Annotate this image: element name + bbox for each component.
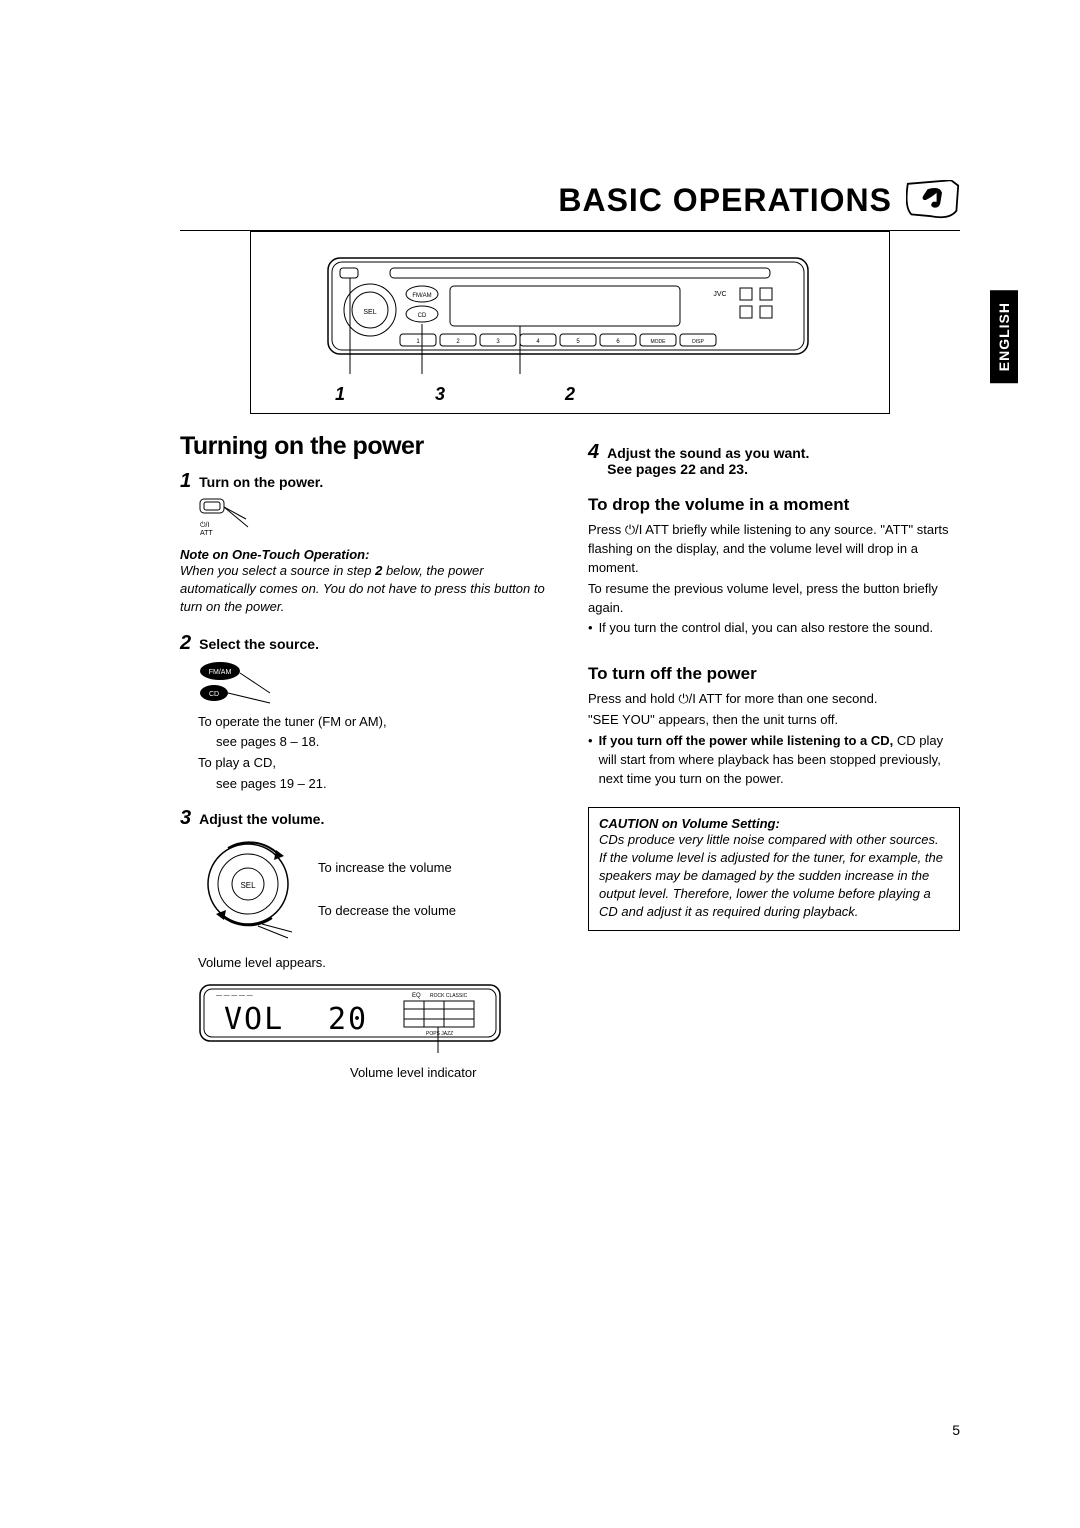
svg-text:⏻/I: ⏻/I xyxy=(200,521,209,529)
svg-text:CD: CD xyxy=(418,313,427,319)
svg-text:POPS JAZZ: POPS JAZZ xyxy=(426,1031,453,1037)
svg-text:SEL: SEL xyxy=(363,309,376,316)
volume-indicator-label: Volume level indicator xyxy=(180,1064,552,1083)
turn-off-p2: "SEE YOU" appears, then the unit turns o… xyxy=(588,711,960,730)
drop-volume-p1: Press ⏻/I ATT briefly while listening to… xyxy=(588,521,960,578)
svg-text:5: 5 xyxy=(576,339,580,345)
page-number: 5 xyxy=(952,1422,960,1438)
svg-text:6: 6 xyxy=(616,339,620,345)
step-label-4: Adjust the sound as you want. See pages … xyxy=(607,442,809,477)
callout-1: 1 xyxy=(335,384,345,405)
tuner-ref-pages: see pages 8 – 18. xyxy=(180,733,552,752)
step-number-4: 4 xyxy=(588,442,599,462)
note-body-onetouch: When you select a source in step 2 below… xyxy=(180,562,552,617)
svg-text:VOL: VOL xyxy=(224,1002,284,1037)
svg-text:MODE: MODE xyxy=(651,339,667,345)
increase-volume-label: To increase the volume xyxy=(318,860,456,875)
language-tab: ENGLISH xyxy=(990,290,1018,383)
step-number-2: 2 xyxy=(180,633,191,653)
svg-text:20: 20 xyxy=(328,1002,368,1037)
subheading-drop-volume: To drop the volume in a moment xyxy=(588,495,960,515)
svg-text:— — — — —: — — — — — xyxy=(216,993,253,999)
section-heading-power: Turning on the power xyxy=(180,432,552,461)
drop-volume-p2: To resume the previous volume level, pre… xyxy=(588,580,960,618)
volume-dial-icon: SEL xyxy=(198,834,308,944)
svg-text:FM/AM: FM/AM xyxy=(412,293,431,299)
caution-heading: CAUTION on Volume Setting: xyxy=(599,816,949,831)
drop-volume-bullet: •If you turn the control dial, you can a… xyxy=(588,619,960,638)
svg-text:EQ: EQ xyxy=(412,993,421,999)
right-column: 4 Adjust the sound as you want. See page… xyxy=(588,432,960,1085)
svg-text:SEL: SEL xyxy=(240,881,256,890)
page-title: BASIC OPERATIONS xyxy=(558,182,892,219)
svg-text:DISP: DISP xyxy=(692,339,704,345)
turn-off-p1: Press and hold ⏻/I ATT for more than one… xyxy=(588,690,960,709)
music-note-badge-icon xyxy=(906,180,960,220)
step-label-2: Select the source. xyxy=(199,633,319,652)
svg-text:2: 2 xyxy=(456,339,460,345)
volume-display-illustration: — — — — — VOL 20 EQ ROCK CLASSIC POPS JA… xyxy=(198,983,508,1055)
svg-text:CD: CD xyxy=(209,691,219,698)
callout-2: 2 xyxy=(565,384,575,405)
step-number-1: 1 xyxy=(180,471,191,491)
subheading-turn-off: To turn off the power xyxy=(588,664,960,684)
left-column: Turning on the power 1 Turn on the power… xyxy=(180,432,552,1085)
svg-text:ROCK CLASSIC: ROCK CLASSIC xyxy=(430,993,468,999)
step-number-3: 3 xyxy=(180,808,191,828)
power-button-icon: ⏻/I ATT xyxy=(198,497,254,537)
tuner-ref: To operate the tuner (FM or AM), xyxy=(180,713,552,732)
svg-text:3: 3 xyxy=(496,339,500,345)
svg-text:ATT: ATT xyxy=(200,530,213,537)
svg-text:4: 4 xyxy=(536,339,540,345)
step-label-1: Turn on the power. xyxy=(199,471,323,490)
source-buttons-icon: FM/AM CD xyxy=(198,659,278,707)
note-heading-onetouch: Note on One-Touch Operation: xyxy=(180,547,552,562)
cd-ref-pages: see pages 19 – 21. xyxy=(180,775,552,794)
device-figure: SEL FM/AM CD JVC 1 2 3 4 5 6 MODE DISP xyxy=(250,231,890,414)
cd-ref: To play a CD, xyxy=(180,754,552,773)
caution-body: CDs produce very little noise compared w… xyxy=(599,831,949,922)
decrease-volume-label: To decrease the volume xyxy=(318,903,456,918)
volume-appears-label: Volume level appears. xyxy=(180,954,552,973)
car-stereo-illustration: SEL FM/AM CD JVC 1 2 3 4 5 6 MODE DISP xyxy=(320,250,820,380)
svg-text:FM/AM: FM/AM xyxy=(209,669,232,676)
svg-text:1: 1 xyxy=(416,339,420,345)
caution-box: CAUTION on Volume Setting: CDs produce v… xyxy=(588,807,960,931)
svg-text:JVC: JVC xyxy=(713,291,726,298)
callout-3: 3 xyxy=(435,384,445,405)
step-label-3: Adjust the volume. xyxy=(199,808,324,827)
turn-off-bullet: • If you turn off the power while listen… xyxy=(588,732,960,789)
